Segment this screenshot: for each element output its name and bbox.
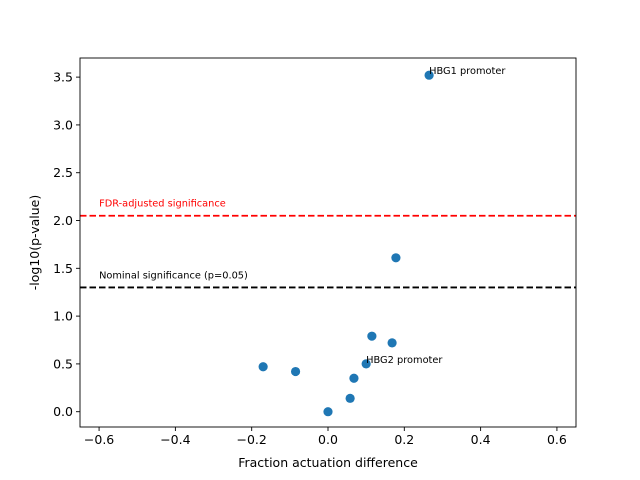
- point-annotation: HBG1 promoter: [429, 66, 506, 77]
- y-tick-label: 3.5: [53, 70, 73, 85]
- y-tick-label: 2.0: [53, 213, 73, 228]
- y-tick-label: 3.0: [53, 117, 73, 132]
- x-tick-label: 0.4: [471, 432, 491, 447]
- data-point: [258, 362, 268, 372]
- y-tick-label: 1.5: [53, 261, 73, 276]
- x-tick-label: 0.2: [394, 432, 414, 447]
- data-point: [424, 70, 434, 80]
- data-point: [323, 407, 333, 417]
- data-point: [349, 373, 359, 383]
- point-annotation: HBG2 promoter: [366, 355, 443, 366]
- data-point: [345, 393, 355, 403]
- x-axis-ticks: −0.6 −0.4 −0.2 0.0 0.2 0.4 0.6: [84, 427, 567, 447]
- data-point: [361, 359, 371, 369]
- y-axis-ticks: 0.0 0.5 1.0 1.5 2.0 2.5 3.0 3.5: [53, 70, 80, 419]
- point-annotations: HBG1 promoter HBG2 promoter: [366, 66, 506, 366]
- data-point: [367, 331, 377, 341]
- x-tick-label: 0.6: [547, 432, 567, 447]
- x-tick-label: −0.2: [237, 432, 267, 447]
- x-axis-label: Fraction actuation difference: [238, 455, 418, 470]
- x-tick-label: 0.0: [318, 432, 338, 447]
- data-point: [391, 253, 401, 263]
- reference-line-label: Nominal significance (p=0.05): [99, 270, 248, 281]
- x-tick-label: −0.4: [160, 432, 190, 447]
- reference-lines: FDR-adjusted significance Nominal signifi…: [80, 199, 576, 289]
- x-tick-label: −0.6: [84, 432, 114, 447]
- y-tick-label: 0.5: [53, 356, 73, 371]
- y-axis-label: -log10(p-value): [27, 195, 42, 290]
- y-tick-label: 0.0: [53, 404, 73, 419]
- y-tick-label: 2.5: [53, 165, 73, 180]
- y-tick-label: 1.0: [53, 309, 73, 324]
- reference-line-label: FDR-adjusted significance: [99, 199, 226, 210]
- data-point: [387, 338, 397, 348]
- data-points: [258, 70, 434, 417]
- data-point: [290, 366, 301, 377]
